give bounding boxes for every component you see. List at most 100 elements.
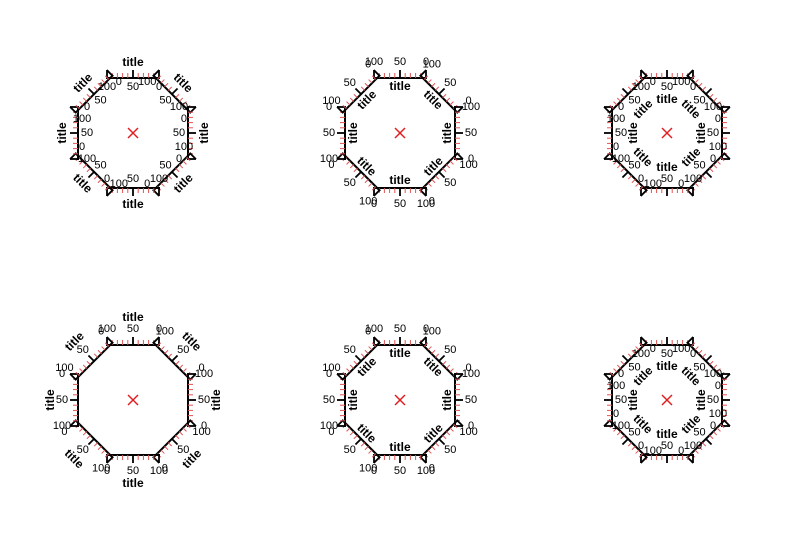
minor-tick	[167, 442, 173, 447]
tick-label: 50	[77, 344, 89, 356]
major-tick	[152, 69, 160, 77]
minor-tick	[613, 368, 618, 373]
minor-tick	[694, 449, 699, 454]
tick-label: 0	[650, 76, 656, 88]
tick-label: 0	[59, 368, 65, 380]
tick-label: 100	[672, 76, 690, 88]
tick-label: 50	[394, 465, 406, 477]
minor-tick	[431, 82, 436, 88]
minor-tick	[160, 79, 165, 84]
minor-tick	[82, 364, 88, 369]
minor-tick	[371, 453, 377, 458]
minor-tick	[720, 423, 725, 429]
tick-label: 50	[159, 160, 171, 172]
axis-title: title	[440, 389, 454, 411]
minor-tick	[620, 167, 625, 173]
axis-title: title	[626, 389, 640, 411]
tick-label: 100	[92, 463, 110, 475]
axis-title: title	[122, 476, 144, 490]
tick-label: 0	[613, 408, 619, 420]
axis-e: 0 50 100 title	[170, 101, 211, 165]
tick-label: 0	[326, 101, 332, 113]
tick-label: 100	[175, 141, 193, 153]
tick-label: 100	[55, 362, 73, 374]
tick-label: 100	[195, 368, 213, 380]
minor-tick	[79, 427, 84, 432]
axis-title: title	[389, 173, 411, 187]
minor-tick	[694, 182, 699, 187]
tick-label: 50	[693, 94, 705, 106]
major-tick	[621, 354, 629, 362]
major-tick	[603, 106, 611, 114]
major-tick	[438, 354, 446, 362]
minor-tick	[698, 445, 703, 451]
tick-label: 100	[98, 81, 116, 93]
major-tick	[336, 373, 344, 381]
axis-title: title	[656, 359, 678, 373]
tick-label: 0	[468, 153, 474, 165]
tick-label: 50	[198, 394, 210, 406]
axis-e: 0 50 100 title	[187, 368, 223, 432]
tick-label: 50	[177, 344, 189, 356]
tick-label: 0	[423, 323, 429, 335]
minor-tick	[638, 75, 644, 80]
major-tick	[438, 438, 446, 446]
major-tick	[640, 336, 648, 344]
minor-tick	[616, 97, 622, 102]
tick-label: 100	[709, 141, 727, 153]
tick-label: 100	[98, 323, 116, 335]
minor-tick	[349, 97, 355, 102]
tick-label: 100	[684, 173, 702, 185]
minor-tick	[631, 445, 636, 451]
tick-label: 50	[77, 444, 89, 456]
minor-tick	[160, 346, 165, 351]
tick-label: 0	[201, 420, 207, 432]
minor-tick	[434, 175, 440, 180]
tick-label: 100	[170, 101, 188, 113]
tick-label: 0	[710, 153, 716, 165]
minor-tick	[368, 346, 373, 351]
tick-label: 0	[650, 343, 656, 355]
major-tick	[640, 69, 648, 77]
minor-tick	[164, 178, 169, 184]
tick-label: 100	[417, 198, 435, 210]
major-tick	[171, 171, 179, 179]
tick-label: 0	[638, 440, 644, 452]
major-tick	[87, 354, 95, 362]
minor-tick	[186, 423, 191, 429]
minor-tick	[453, 156, 458, 162]
minor-tick	[164, 349, 169, 355]
minor-tick	[635, 182, 640, 187]
tick-label: 100	[423, 58, 441, 70]
major-tick	[640, 456, 648, 464]
minor-tick	[101, 79, 106, 84]
major-tick	[87, 438, 95, 446]
minor-tick	[716, 160, 721, 165]
tick-label: 50	[444, 344, 456, 356]
minor-tick	[613, 101, 618, 106]
major-tick	[87, 87, 95, 95]
minor-tick	[167, 353, 173, 358]
axis-title: title	[626, 122, 640, 144]
tick-label: 0	[61, 426, 67, 438]
tick-label: 0	[365, 58, 371, 70]
minor-tick	[613, 427, 618, 432]
tick-label: 50	[444, 444, 456, 456]
tick-label: 0	[79, 141, 85, 153]
major-tick	[373, 336, 381, 344]
tick-label: 0	[181, 113, 187, 125]
minor-tick	[349, 164, 355, 169]
minor-tick	[93, 353, 99, 358]
tick-label: 100	[632, 81, 650, 93]
tick-label: 50	[173, 127, 185, 139]
tick-label: 0	[328, 159, 334, 171]
minor-tick	[97, 349, 102, 355]
